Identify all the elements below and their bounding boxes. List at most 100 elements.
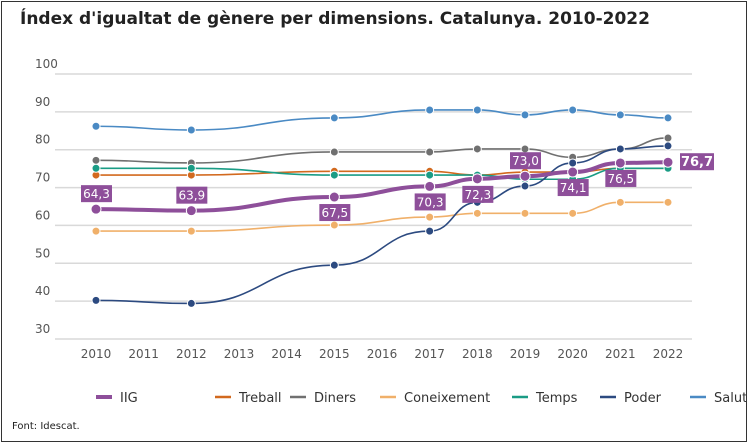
y-tick-label: 70 xyxy=(35,171,50,185)
source-note: Font: Idescat. xyxy=(12,421,80,432)
series-line-temps xyxy=(96,167,668,181)
data-label-bg xyxy=(319,204,351,222)
data-point-iig xyxy=(614,157,626,169)
data-label: 74,1 xyxy=(560,181,587,195)
x-tick-label: 2019 xyxy=(510,347,541,361)
y-tick-label: 30 xyxy=(35,322,50,336)
data-point-temps xyxy=(91,163,101,173)
data-point-salut xyxy=(425,105,435,115)
data-label-bg xyxy=(510,152,541,170)
data-point-poder xyxy=(425,226,435,236)
legend-label-treball: Treball xyxy=(238,391,282,406)
legend-label-temps: Temps xyxy=(535,391,578,406)
data-point-poder xyxy=(568,158,578,168)
data-point-salut xyxy=(520,110,530,120)
x-tick-label: 2022 xyxy=(653,347,684,361)
data-point-poder xyxy=(329,260,339,270)
data-point-diners xyxy=(663,133,673,143)
legend-label-coneixement: Coneixement xyxy=(404,391,490,406)
data-point-iig xyxy=(328,191,340,203)
y-tick-label: 80 xyxy=(35,133,50,147)
data-point-salut xyxy=(472,105,482,115)
data-point-temps xyxy=(186,163,196,173)
series-line-coneixement xyxy=(96,201,668,232)
data-point-coneixement xyxy=(425,212,435,222)
data-point-salut xyxy=(663,113,673,123)
data-point-diners xyxy=(520,144,530,154)
data-point-temps xyxy=(425,170,435,180)
data-label: 63,9 xyxy=(178,189,205,203)
data-point-coneixement xyxy=(186,226,196,236)
data-point-salut xyxy=(91,121,101,131)
data-point-poder xyxy=(663,141,673,151)
data-label-bg xyxy=(414,193,446,211)
data-point-diners xyxy=(472,144,482,154)
data-point-iig xyxy=(662,156,674,168)
data-point-temps xyxy=(329,170,339,180)
data-label-bg xyxy=(680,153,714,171)
x-tick-label: 2018 xyxy=(462,347,493,361)
y-tick-label: 90 xyxy=(35,95,50,109)
data-point-coneixement xyxy=(568,208,578,218)
data-point-poder xyxy=(615,144,625,154)
data-point-poder xyxy=(91,295,101,305)
data-point-iig xyxy=(471,173,483,185)
data-label: 70,3 xyxy=(417,195,444,209)
data-point-diners xyxy=(329,147,339,157)
series-line-treball xyxy=(96,167,668,176)
data-point-salut xyxy=(186,125,196,135)
x-tick-label: 2012 xyxy=(176,347,207,361)
x-tick-label: 2013 xyxy=(224,347,255,361)
y-tick-label: 40 xyxy=(35,284,50,298)
data-point-iig xyxy=(185,205,197,217)
legend-label-diners: Diners xyxy=(314,391,356,406)
y-tick-label: 50 xyxy=(35,246,50,260)
x-tick-label: 2015 xyxy=(319,347,350,361)
data-label-bg xyxy=(176,186,208,204)
data-point-coneixement xyxy=(615,197,625,207)
x-tick-label: 2021 xyxy=(605,347,636,361)
data-point-iig xyxy=(519,170,531,182)
legend-label-salut: Salut xyxy=(714,391,747,406)
y-tick-label: 60 xyxy=(35,208,50,222)
series-line-salut xyxy=(95,109,669,131)
series-line-diners xyxy=(95,137,669,164)
data-label-bg xyxy=(81,185,112,203)
series-line-poder xyxy=(95,145,669,305)
x-tick-label: 2010 xyxy=(81,347,112,361)
legend-label-poder: Poder xyxy=(624,391,662,406)
data-point-coneixement xyxy=(472,208,482,218)
data-point-coneixement xyxy=(520,208,530,218)
data-label: 76,5 xyxy=(607,172,634,186)
x-tick-label: 2020 xyxy=(557,347,588,361)
data-point-salut xyxy=(329,113,339,123)
data-label-bg xyxy=(605,169,637,187)
x-tick-label: 2014 xyxy=(271,347,302,361)
x-tick-label: 2017 xyxy=(414,347,445,361)
data-point-coneixement xyxy=(91,226,101,236)
data-label: 76,7 xyxy=(681,155,713,170)
series-line-iig xyxy=(95,160,669,213)
y-tick-label: 100 xyxy=(35,57,58,71)
data-point-coneixement xyxy=(329,220,339,230)
x-tick-label: 2016 xyxy=(367,347,398,361)
data-label-bg xyxy=(557,179,589,197)
data-point-iig xyxy=(424,180,436,192)
data-point-diners xyxy=(91,155,101,165)
chart-title: Índex d'igualtat de gènere per dimension… xyxy=(20,9,650,29)
data-point-iig xyxy=(90,203,102,215)
data-label: 73,0 xyxy=(512,154,539,168)
data-label: 72,3 xyxy=(464,188,491,202)
data-label-bg xyxy=(462,185,494,203)
data-point-salut xyxy=(568,105,578,115)
x-tick-label: 2011 xyxy=(128,347,159,361)
data-point-iig xyxy=(567,166,579,178)
data-point-salut xyxy=(615,110,625,120)
data-point-poder xyxy=(186,298,196,308)
data-point-coneixement xyxy=(663,197,673,207)
data-point-diners xyxy=(425,147,435,157)
data-label: 64,3 xyxy=(83,187,110,201)
data-label: 67,5 xyxy=(321,206,348,220)
